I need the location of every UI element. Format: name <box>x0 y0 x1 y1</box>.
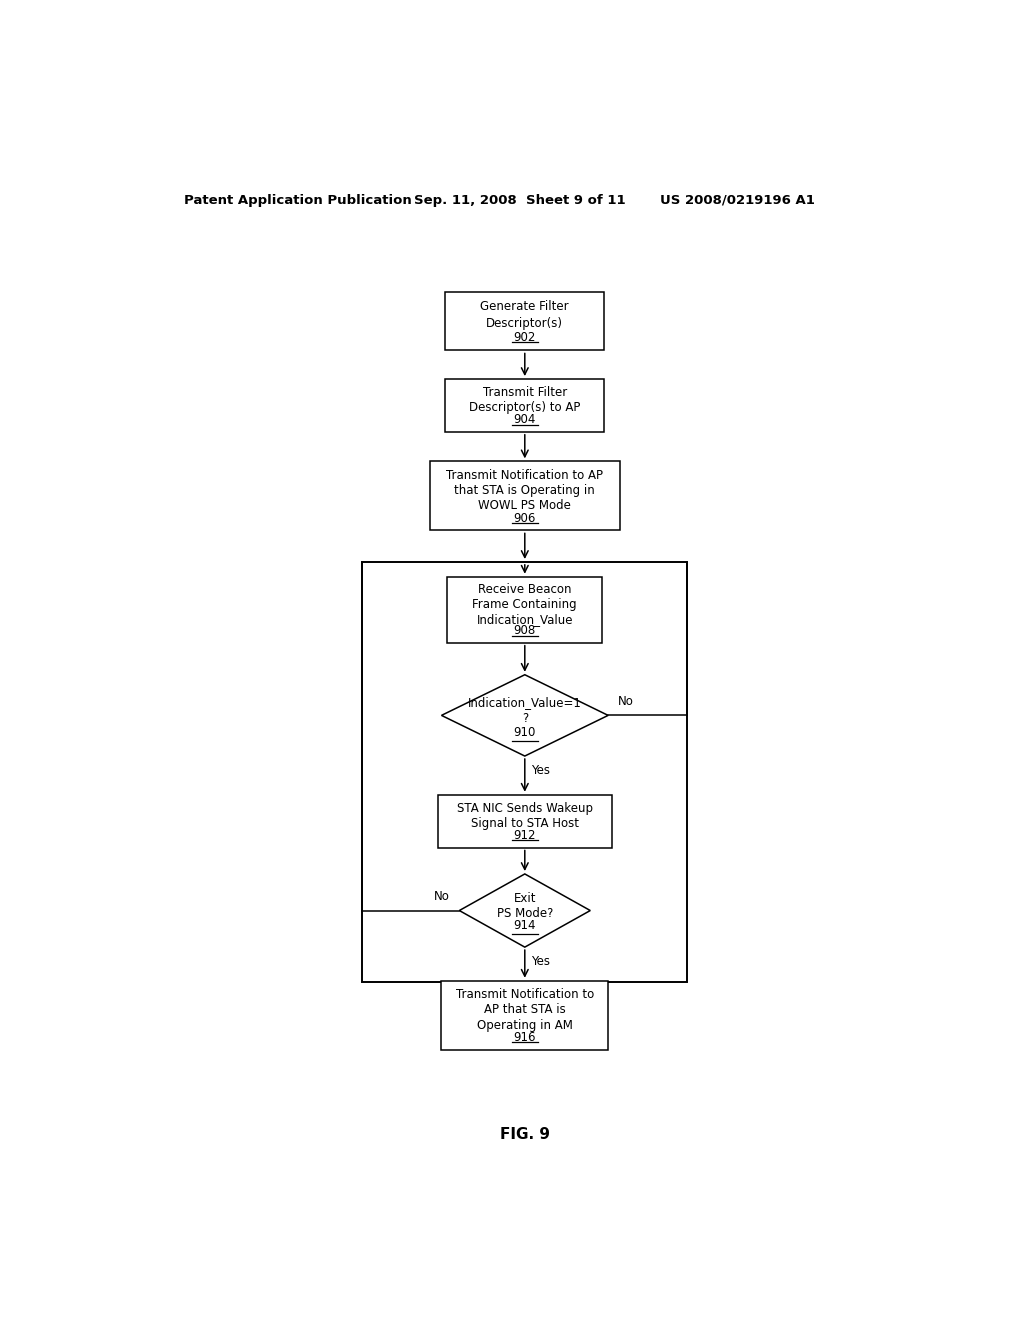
Text: 904: 904 <box>514 413 536 426</box>
Text: PS Mode?: PS Mode? <box>497 907 553 920</box>
Text: Indication_Value: Indication_Value <box>476 612 573 626</box>
Text: No: No <box>434 891 450 903</box>
Text: Transmit Notification to: Transmit Notification to <box>456 987 594 1001</box>
Text: Transmit Filter: Transmit Filter <box>482 385 567 399</box>
Text: Yes: Yes <box>531 956 550 969</box>
Bar <box>445 379 604 432</box>
Text: WOWL PS Mode: WOWL PS Mode <box>478 499 571 512</box>
Text: Indication_Value=1: Indication_Value=1 <box>468 696 582 709</box>
Text: 906: 906 <box>514 512 536 524</box>
Bar <box>441 981 608 1049</box>
Text: Operating in AM: Operating in AM <box>477 1019 572 1032</box>
Text: 902: 902 <box>514 330 536 343</box>
Text: STA NIC Sends Wakeup: STA NIC Sends Wakeup <box>457 801 593 814</box>
Text: 910: 910 <box>514 726 536 739</box>
Text: Yes: Yes <box>531 764 550 777</box>
Polygon shape <box>460 874 590 948</box>
Text: Exit: Exit <box>514 892 536 906</box>
Text: 908: 908 <box>514 624 536 638</box>
Text: 914: 914 <box>514 920 536 932</box>
Text: 916: 916 <box>514 1031 536 1044</box>
Bar <box>430 461 621 531</box>
Text: 912: 912 <box>514 829 536 842</box>
Bar <box>437 795 612 847</box>
Text: Sep. 11, 2008  Sheet 9 of 11: Sep. 11, 2008 Sheet 9 of 11 <box>414 194 626 206</box>
Text: that STA is Operating in: that STA is Operating in <box>455 484 595 496</box>
Bar <box>362 562 687 982</box>
Text: AP that STA is: AP that STA is <box>484 1003 565 1016</box>
Text: Descriptor(s) to AP: Descriptor(s) to AP <box>469 401 581 414</box>
Text: US 2008/0219196 A1: US 2008/0219196 A1 <box>659 194 814 206</box>
Text: Transmit Notification to AP: Transmit Notification to AP <box>446 469 603 482</box>
Text: Frame Containing: Frame Containing <box>472 598 578 611</box>
Text: Generate Filter: Generate Filter <box>480 300 569 313</box>
Polygon shape <box>441 675 608 756</box>
Bar <box>445 292 604 351</box>
Text: FIG. 9: FIG. 9 <box>500 1127 550 1142</box>
Text: No: No <box>617 696 634 709</box>
Text: Descriptor(s): Descriptor(s) <box>486 317 563 330</box>
Text: Signal to STA Host: Signal to STA Host <box>471 817 579 830</box>
Bar <box>447 577 602 643</box>
Text: Receive Beacon: Receive Beacon <box>478 583 571 597</box>
Text: Patent Application Publication: Patent Application Publication <box>183 194 412 206</box>
Text: ?: ? <box>521 711 528 725</box>
